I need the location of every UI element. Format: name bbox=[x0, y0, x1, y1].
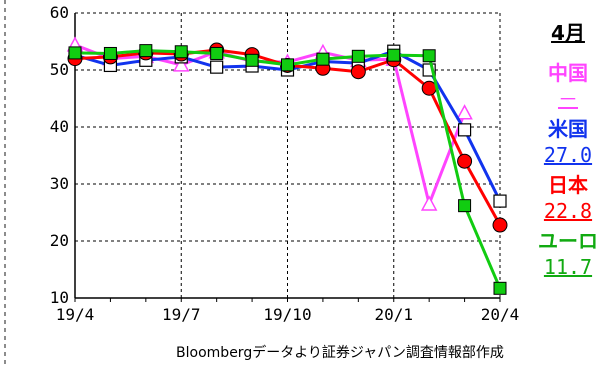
xtick-label-19/7: 19/7 bbox=[162, 305, 201, 324]
series-2-point bbox=[492, 217, 508, 233]
source-note: Bloombergデータより証券ジャパン調査情報部作成 bbox=[176, 344, 504, 361]
series-2-point bbox=[421, 80, 437, 96]
series-3-point bbox=[210, 46, 224, 60]
legend-month: 4月 bbox=[551, 21, 585, 45]
series-3-point bbox=[245, 53, 259, 67]
series-0-point bbox=[456, 104, 473, 120]
legend-label-0: 中国 bbox=[548, 61, 588, 85]
series-3-point bbox=[68, 46, 82, 60]
legend-value-0: － bbox=[558, 87, 578, 111]
xtick-label-19/4: 19/4 bbox=[56, 305, 95, 324]
series-3-point bbox=[387, 48, 401, 62]
series-2-point bbox=[457, 153, 473, 169]
series-3-point bbox=[458, 199, 472, 213]
xtick-label-20/1: 20/1 bbox=[374, 305, 413, 324]
ytick-label-40: 40 bbox=[50, 117, 69, 136]
data-series bbox=[66, 36, 508, 295]
series-2-point bbox=[350, 64, 366, 80]
legend-label-2: 日本 bbox=[548, 173, 588, 197]
ytick-label-20: 20 bbox=[50, 231, 69, 250]
legend-label-3: ユーロ bbox=[538, 229, 598, 253]
legend-value-3: 11.7 bbox=[544, 255, 592, 279]
series-0-point bbox=[420, 195, 438, 211]
axes: 10 20 30 40 50 60 19/4 19/7 19/10 20/1 20/4 bbox=[50, 3, 520, 324]
series-0-point bbox=[172, 56, 190, 72]
ytick-label-50: 50 bbox=[50, 60, 69, 79]
ytick-label-30: 30 bbox=[50, 174, 69, 193]
ytick-label-10: 10 bbox=[50, 288, 69, 307]
xtick-label-20/4: 20/4 bbox=[481, 305, 520, 324]
legend-value-1: 27.0 bbox=[544, 143, 592, 167]
series-3-point bbox=[139, 44, 153, 58]
series-1-point bbox=[210, 60, 224, 74]
legend-value-2: 22.8 bbox=[544, 199, 592, 223]
series-3-point bbox=[351, 49, 365, 63]
series-1-point bbox=[493, 194, 507, 208]
series-3-point bbox=[174, 45, 188, 59]
xtick-label-19/10: 19/10 bbox=[263, 305, 311, 324]
series-1-point bbox=[457, 123, 472, 137]
ytick-label-60: 60 bbox=[50, 3, 69, 22]
series-3-point bbox=[281, 58, 294, 72]
legend-label-1: 米国 bbox=[548, 117, 588, 141]
series-3-point bbox=[316, 52, 330, 66]
series-3-point bbox=[493, 281, 507, 295]
series-3-point bbox=[422, 49, 436, 63]
series-3-point bbox=[103, 46, 117, 60]
